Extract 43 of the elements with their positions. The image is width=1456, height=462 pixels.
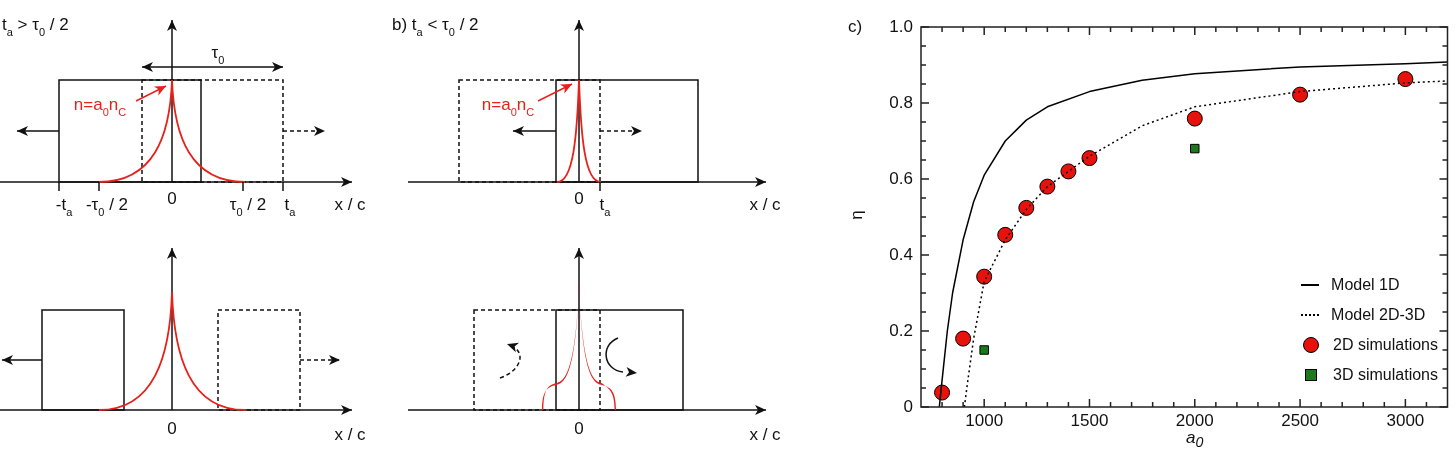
text: x / c bbox=[334, 425, 367, 444]
text: x / c bbox=[749, 195, 782, 214]
chart-title: c) bbox=[848, 17, 863, 37]
text: -τ$_{0}$ / 2 bbox=[85, 195, 129, 218]
y-tick-label: 0.2 bbox=[889, 320, 913, 340]
text: t$_{a}$ bbox=[284, 195, 297, 218]
x-tick-label: 2500 bbox=[1281, 410, 1319, 430]
legend-label: Model 2D-3D bbox=[1331, 306, 1426, 324]
point bbox=[1039, 178, 1056, 195]
point bbox=[997, 226, 1014, 243]
y-tick-label: 0 bbox=[903, 396, 913, 416]
text: x / c bbox=[749, 425, 782, 444]
point bbox=[1397, 71, 1414, 88]
y-tick-label: 0.6 bbox=[889, 168, 913, 188]
y-axis-title: η bbox=[846, 210, 867, 220]
text: 0 bbox=[167, 419, 177, 438]
point bbox=[979, 345, 989, 355]
point bbox=[1190, 143, 1200, 154]
point bbox=[955, 330, 972, 347]
point bbox=[1186, 110, 1203, 127]
legend-label: 2D simulations bbox=[1333, 336, 1438, 354]
x-tick-label: 1000 bbox=[965, 410, 1004, 430]
x-tick-label: 3000 bbox=[1386, 410, 1425, 430]
text: -t$_{a}$ bbox=[55, 195, 74, 218]
y-tick-label: 1.0 bbox=[889, 16, 913, 36]
text: x / c bbox=[334, 195, 367, 214]
x-tick-label: 2000 bbox=[1175, 410, 1214, 430]
point bbox=[1292, 86, 1309, 103]
text: 0 bbox=[574, 419, 584, 438]
legend-label: 3D simulations bbox=[1333, 366, 1438, 384]
point bbox=[1060, 163, 1077, 180]
x-axis-title: a$_{0}$ bbox=[1186, 428, 1204, 451]
point bbox=[1018, 199, 1035, 216]
text: 0 bbox=[574, 189, 584, 208]
text: τ$_{0}$ / 2 bbox=[229, 195, 267, 218]
text: t$_{a}$ bbox=[599, 195, 612, 218]
y-tick-label: 0.8 bbox=[889, 92, 913, 112]
text: 0 bbox=[167, 189, 177, 208]
point bbox=[976, 268, 993, 285]
x-tick-label: 1500 bbox=[1070, 410, 1109, 430]
point bbox=[1081, 150, 1098, 167]
legend-label: Model 1D bbox=[1331, 276, 1400, 294]
y-tick-label: 0.4 bbox=[889, 244, 913, 264]
